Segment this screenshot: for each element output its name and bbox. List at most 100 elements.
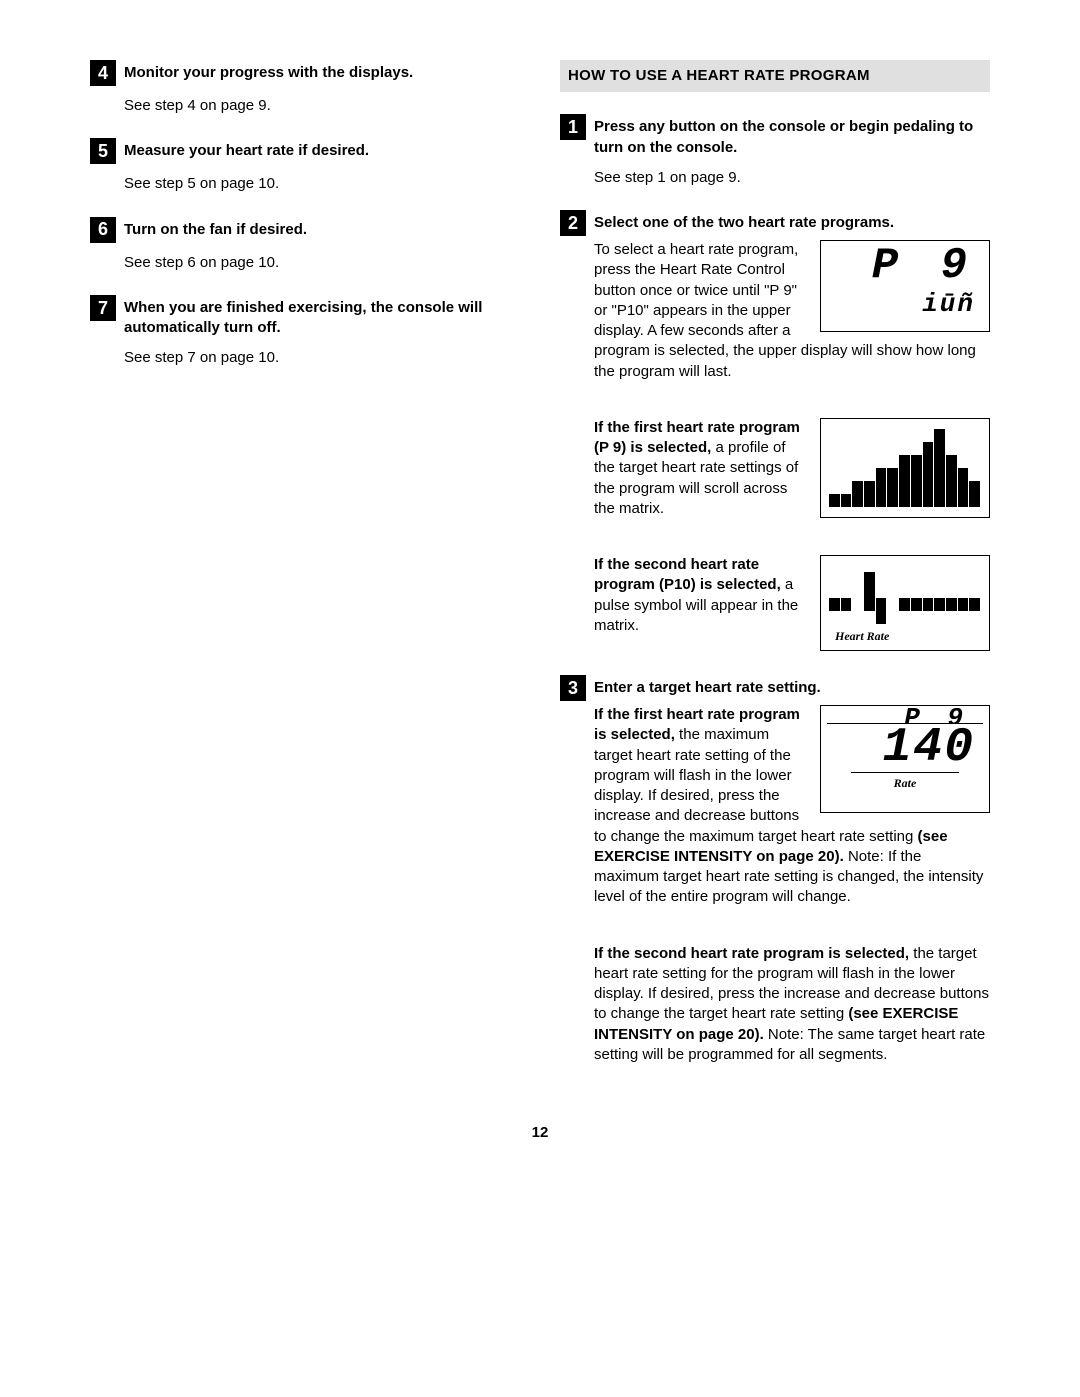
matrix-cell-filled [829,494,840,507]
step: 6 Turn on the fan if desired. [90,217,520,243]
matrix-cell-filled [934,481,945,494]
matrix-cell-empty [876,572,887,585]
matrix-row [829,572,981,585]
matrix-cell-empty [899,429,910,442]
matrix-cell-filled [852,494,863,507]
matrix-cell-filled [899,598,910,611]
matrix-cell-empty [864,455,875,468]
matrix-profile [820,418,990,518]
matrix-cell-filled [923,468,934,481]
matrix-cell-empty [969,442,980,455]
matrix-cell-filled [887,468,898,481]
matrix-cell-filled [934,455,945,468]
matrix-cell-filled [864,585,875,598]
step: 4Monitor your progress with the displays… [90,60,520,86]
left-column: 4Monitor your progress with the displays… [90,60,520,1083]
matrix-cell-empty [969,429,980,442]
matrix-cell-filled [864,481,875,494]
matrix-cell-empty [958,455,969,468]
right-column: HOW TO USE A HEART RATE PROGRAM 1 Press … [560,60,990,1083]
matrix-cell-empty [887,429,898,442]
matrix-cell-filled [911,468,922,481]
matrix-cell-empty [829,572,840,585]
matrix-cell-empty [946,572,957,585]
step3-p2: If the second heart rate program is sele… [594,944,990,1066]
step-title: Turn on the fan if desired. [124,217,307,240]
matrix-cell-empty [829,455,840,468]
matrix-cell-empty [864,442,875,455]
matrix-row [829,494,981,507]
matrix-cell-empty [876,455,887,468]
matrix-cell-empty [841,481,852,494]
matrix-cell-filled [958,598,969,611]
matrix-cell-empty [911,585,922,598]
matrix-cell-filled [923,481,934,494]
matrix-cell-filled [887,481,898,494]
step2-p10: Heart Rate If the second heart rate prog… [594,555,990,657]
matrix-cell-filled [876,598,887,611]
matrix-cell-empty [864,468,875,481]
step2-p9: If the first heart rate program (P 9) is… [594,418,990,537]
lcd-line1: P 9 [821,241,989,287]
matrix-cell-empty [852,598,863,611]
matrix-cell-empty [852,468,863,481]
matrix-cell-filled [946,468,957,481]
matrix-cell-filled [911,598,922,611]
matrix-cell-empty [841,585,852,598]
matrix-cell-filled [923,598,934,611]
matrix-cell-empty [911,572,922,585]
matrix-cell-empty [923,429,934,442]
matrix-cell-filled [958,468,969,481]
matrix-cell-filled [864,598,875,611]
matrix-cell-empty [969,572,980,585]
matrix-cell-filled [864,494,875,507]
step-number: 3 [560,675,586,701]
matrix-cell-empty [934,585,945,598]
matrix-cell-empty [911,442,922,455]
matrix-cell-empty [923,611,934,624]
step-number: 6 [90,217,116,243]
matrix-cell-empty [829,468,840,481]
matrix-cell-empty [969,468,980,481]
matrix-cell-empty [852,455,863,468]
matrix-cell-filled [958,481,969,494]
matrix-row [829,611,981,624]
matrix-cell-empty [911,611,922,624]
matrix-cell-empty [829,442,840,455]
matrix-cell-empty [841,468,852,481]
matrix-cell-filled [958,494,969,507]
matrix-row [829,468,981,481]
matrix-cell-filled [876,494,887,507]
matrix-cell-empty [969,455,980,468]
step-number: 1 [560,114,586,140]
lcd-display-140: P 9 140 Rate [820,705,990,813]
matrix-cell-empty [899,572,910,585]
matrix-cell-filled [899,455,910,468]
step-title: Select one of the two heart rate program… [594,210,894,233]
step: 5Measure your heart rate if desired. [90,138,520,164]
matrix-cell-empty [887,442,898,455]
matrix-cell-empty [969,611,980,624]
matrix-cell-empty [958,442,969,455]
para: If the second heart rate program is sele… [594,944,990,1066]
matrix-cell-filled [946,494,957,507]
step-body: See step 4 on page 9. [124,96,520,116]
matrix-cell-filled [876,611,887,624]
matrix-cell-empty [958,572,969,585]
matrix-label: Heart Rate [829,624,981,646]
lcd-line2: iūñ [821,287,989,322]
matrix-cell-empty [934,572,945,585]
step-number: 5 [90,138,116,164]
matrix-cell-empty [899,611,910,624]
matrix-cell-filled [923,442,934,455]
matrix-cell-empty [969,585,980,598]
matrix-cell-filled [934,442,945,455]
matrix-cell-empty [876,429,887,442]
step-title: When you are finished exercising, the co… [124,295,520,339]
matrix-cell-filled [969,481,980,494]
step-number: 7 [90,295,116,321]
matrix-pulse: Heart Rate [820,555,990,651]
matrix-cell-filled [899,468,910,481]
matrix-cell-filled [899,481,910,494]
matrix-cell-filled [934,598,945,611]
